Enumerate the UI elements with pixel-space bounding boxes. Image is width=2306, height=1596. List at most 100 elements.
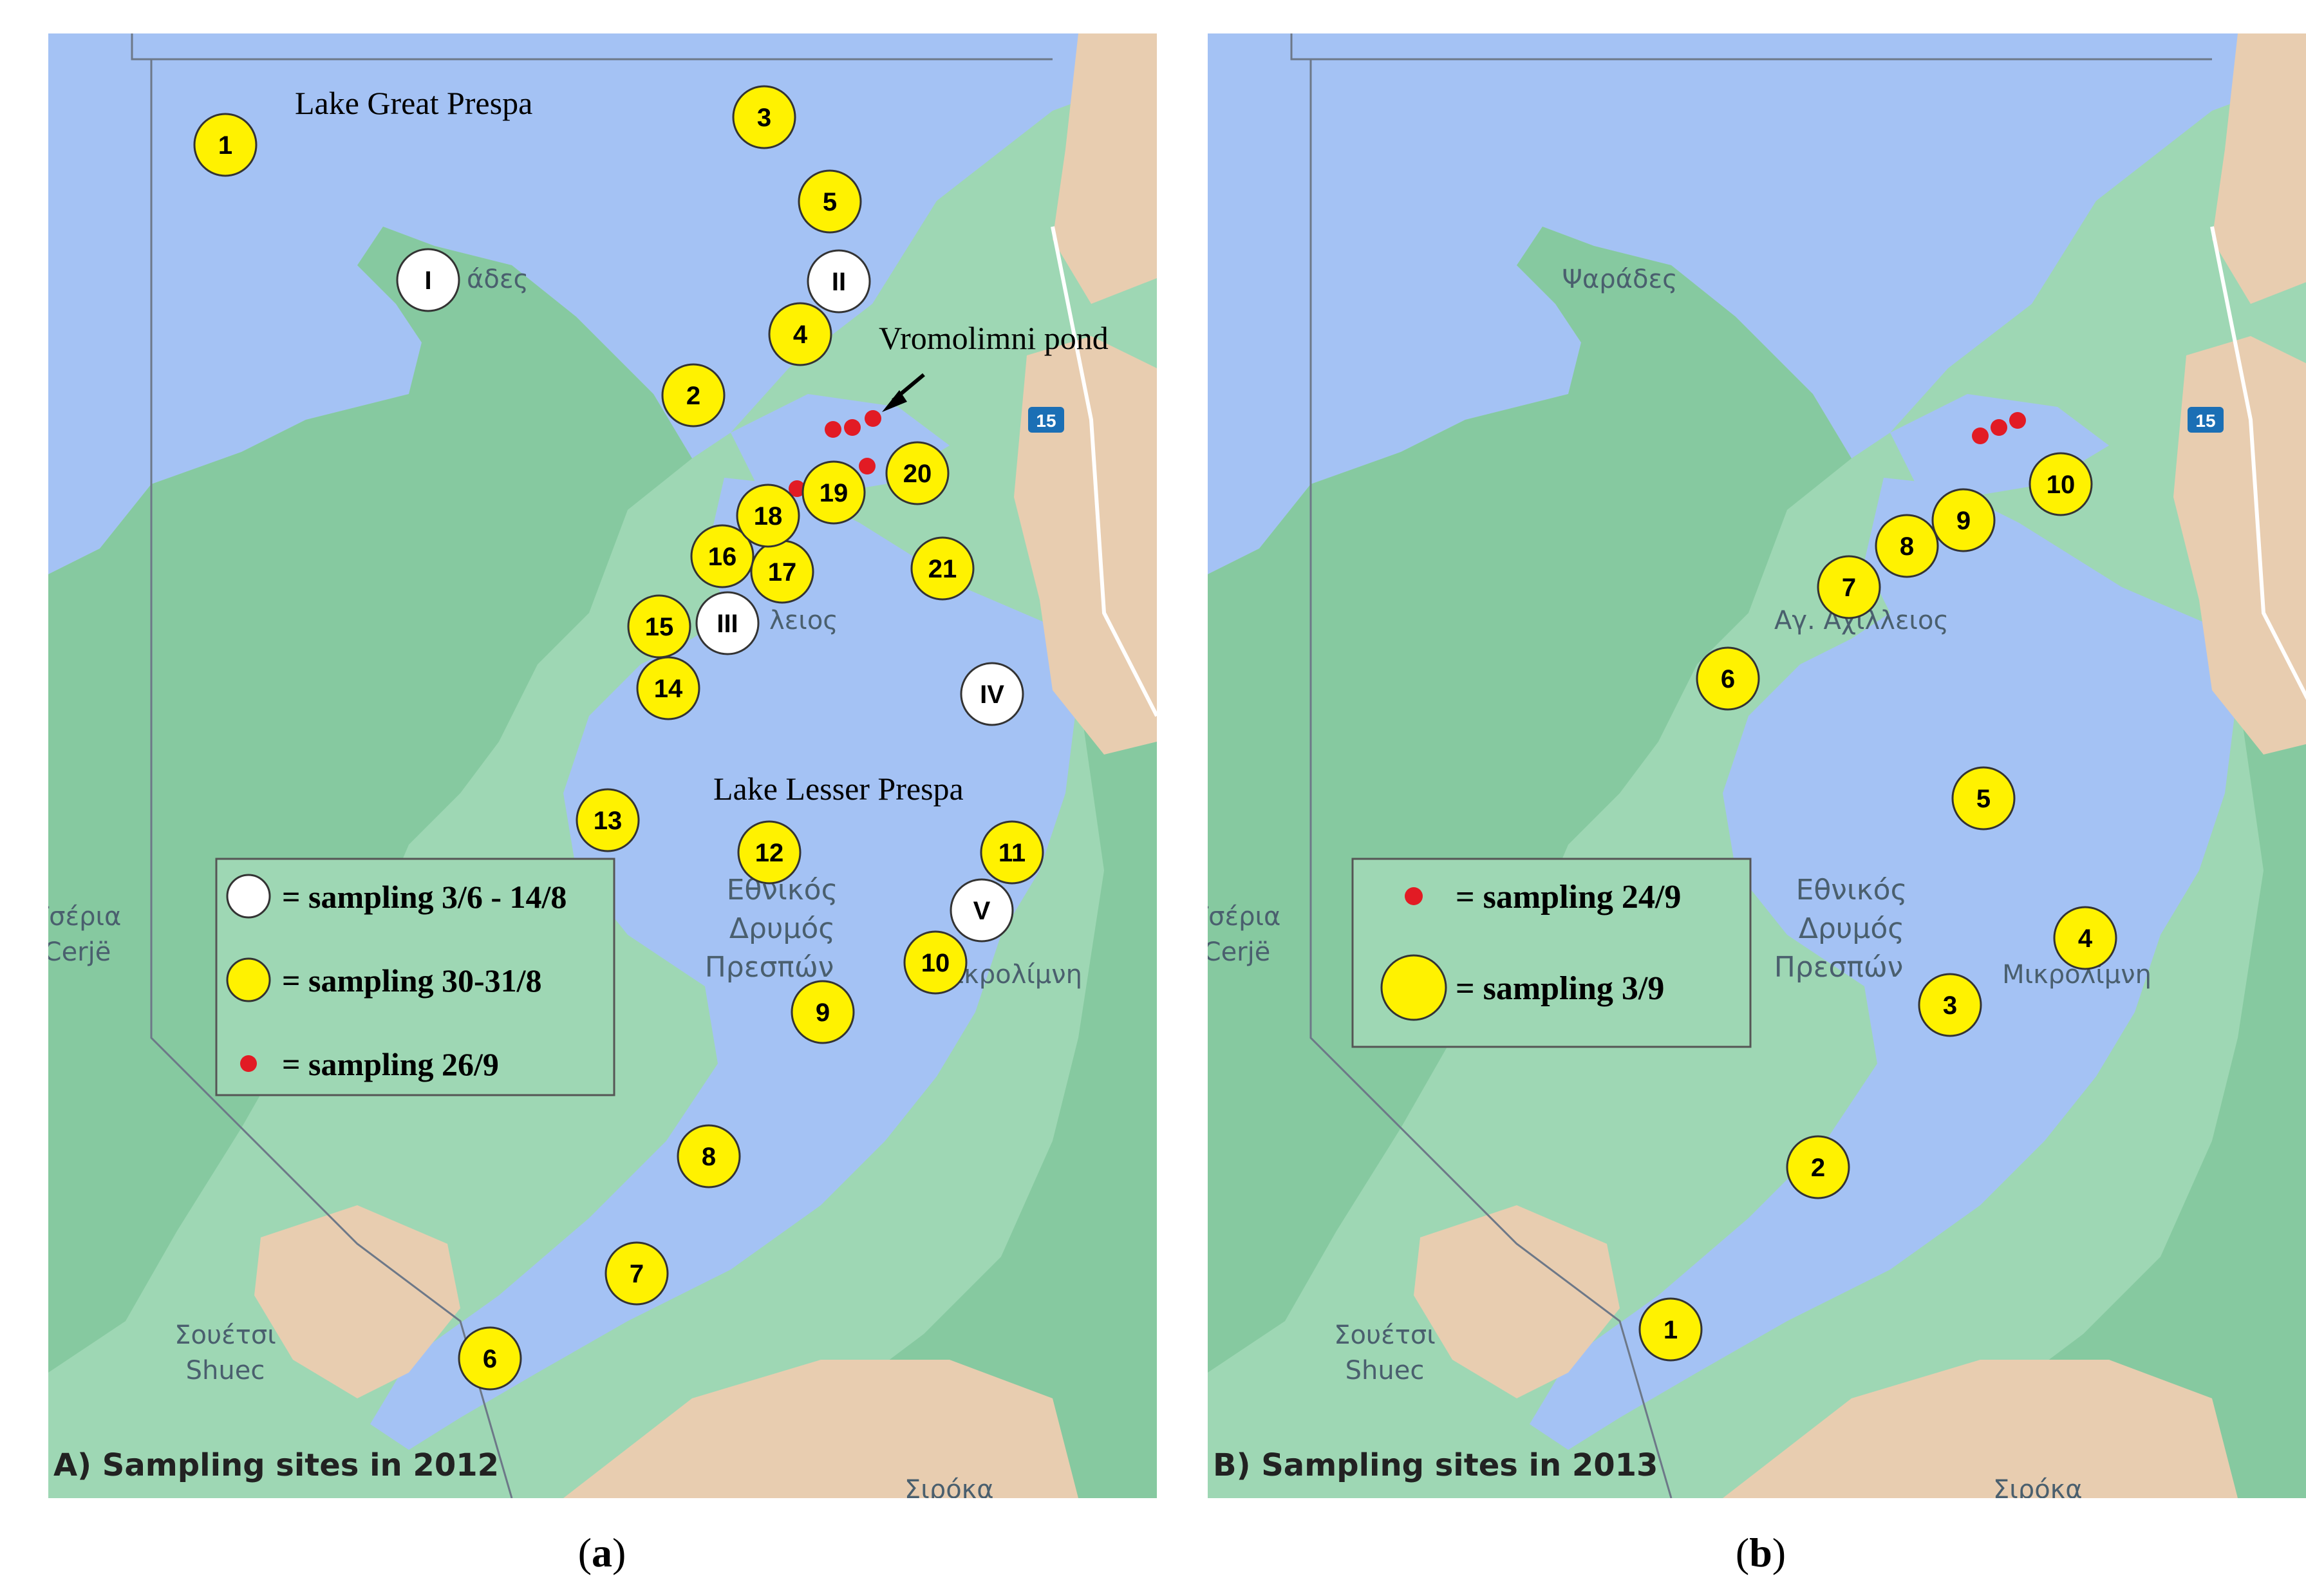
pond-dots-2012: [789, 410, 881, 497]
site-marker-2-circle: [1786, 1135, 1850, 1199]
site-marker-IV: IV: [960, 662, 1024, 726]
site-marker-6-circle: [1696, 646, 1760, 711]
legend-yellow-marker: [226, 957, 271, 1002]
site-marker-6-circle: [458, 1326, 522, 1391]
lake-lesser-prespa-water: [1530, 478, 2238, 1450]
cerje-label: Cerjë: [48, 937, 111, 967]
shuec-label: Shuec: [186, 1356, 265, 1385]
pond-dots-2013: [1972, 412, 2026, 444]
forest-area-west: [1208, 227, 1851, 1373]
site-marker-10-circle: [903, 930, 968, 995]
site-marker-21: 21: [910, 536, 975, 601]
site-marker-16-label: 16: [708, 543, 737, 571]
sand-area-northeast: [2212, 33, 2306, 304]
site-marker-5-label: 5: [823, 188, 837, 216]
site-marker-5: 5: [1951, 766, 2016, 831]
site-marker-12-label: 12: [755, 839, 784, 867]
site-marker-5-circle: [798, 169, 862, 234]
site-marker-V-circle: [950, 878, 1014, 943]
site-marker-7-label: 7: [1842, 574, 1856, 602]
sand-area-south: [1723, 1360, 2238, 1498]
site-marker-3-circle: [1918, 973, 1982, 1037]
soueitsi-label: Σουέτσι: [174, 1320, 276, 1350]
road-badge-label: 15: [2195, 411, 2215, 431]
map-panel-a: 15 Lake Great Prespa Lake Lesser Prespa …: [48, 33, 1157, 1498]
site-marker-II-circle: [807, 249, 871, 314]
legend-yellow-label: = sampling 30-31/8: [282, 962, 542, 999]
pond-dot-2: [844, 419, 861, 436]
sand-area-southwest: [254, 1205, 460, 1398]
border-line-north: [1290, 33, 2212, 61]
site-marker-11-label: 11: [998, 839, 1026, 867]
site-marker-V-label: V: [973, 897, 991, 925]
site-marker-8-circle: [677, 1124, 741, 1188]
site-marker-5-label: 5: [1976, 785, 1991, 813]
site-marker-6-label: 6: [1721, 665, 1735, 693]
site-marker-1-circle: [1638, 1297, 1703, 1362]
site-marker-7: 7: [605, 1241, 669, 1306]
site-marker-2: 2: [661, 363, 726, 427]
site-marker-17: 17: [750, 540, 814, 604]
site-marker-I: I: [396, 248, 460, 312]
site-marker-1-label: 1: [1664, 1316, 1678, 1344]
site-marker-4: 4: [768, 302, 832, 366]
forest-area-east: [756, 664, 1157, 1498]
site-marker-12-circle: [737, 820, 801, 885]
caption-a: (a): [577, 1530, 626, 1575]
site-marker-15: 15: [627, 594, 691, 659]
site-marker-6: 6: [1696, 646, 1760, 711]
tseria-label: Τσέρια: [1208, 902, 1280, 932]
site-marker-10-label: 10: [2047, 471, 2076, 499]
panel-a-title: A) Sampling sites in 2012: [53, 1447, 499, 1483]
site-marker-8: 8: [1875, 514, 1939, 578]
sand-area-southwest: [1414, 1205, 1620, 1398]
site-marker-18-circle: [736, 483, 800, 548]
site-marker-14-label: 14: [654, 675, 683, 703]
site-marker-11-circle: [980, 820, 1044, 885]
legend-white-marker: [226, 874, 271, 919]
site-marker-14-circle: [636, 656, 700, 720]
site-marker-13-circle: [576, 788, 640, 852]
panel-b-title: B) Sampling sites in 2013: [1213, 1447, 1658, 1483]
site-marker-IV-label: IV: [980, 681, 1004, 709]
legend-red-label: = sampling 24/9: [1456, 879, 1681, 915]
site-marker-I-circle: [396, 248, 460, 312]
site-marker-19: 19: [801, 460, 866, 525]
site-marker-16-circle: [690, 524, 755, 588]
site-marker-6: 6: [458, 1326, 522, 1391]
map-b-svg: 15 Ψαράδες Αγ. Αχίλλειος Εθνικός Δρυμός …: [1208, 33, 2306, 1498]
site-marker-II-label: II: [832, 268, 846, 296]
site-marker-1: 1: [1638, 1297, 1703, 1362]
site-marker-10-label: 10: [921, 949, 950, 977]
sand-area-east: [2173, 336, 2306, 755]
site-marker-16: 16: [690, 524, 755, 588]
site-marker-15-circle: [627, 594, 691, 659]
site-marker-3-circle: [732, 85, 796, 149]
site-marker-V: V: [950, 878, 1014, 943]
psarades-label: Ψαράδες: [1562, 265, 1677, 294]
siroka-label: Σιρόκα: [905, 1475, 994, 1498]
siroka-label: Σιρόκα: [1993, 1475, 2083, 1498]
legend-red-label: = sampling 26/9: [282, 1046, 499, 1082]
site-marker-I-label: I: [424, 267, 431, 295]
site-marker-20-circle: [885, 441, 950, 505]
site-marker-9-label: 9: [1956, 507, 1971, 535]
site-marker-II: II: [807, 249, 871, 314]
lake-great-prespa-water: [1208, 33, 2306, 574]
map-panel-b: 15 Ψαράδες Αγ. Αχίλλειος Εθνικός Δρυμός …: [1208, 33, 2306, 1498]
site-marker-4-label: 4: [2078, 925, 2093, 953]
drymos-label: Δρυμός: [729, 912, 835, 945]
road-badge-label: 15: [1036, 411, 1056, 431]
site-marker-6-label: 6: [483, 1345, 497, 1373]
legend-white-label: = sampling 3/6 - 14/8: [282, 879, 567, 915]
site-marker-18: 18: [736, 483, 800, 548]
site-marker-3: 3: [732, 85, 796, 149]
pond-arrow-head: [882, 390, 907, 412]
road-badge: [1028, 407, 1064, 433]
pond-dot-5: [789, 480, 805, 497]
legend-yellow-label: = sampling 3/9: [1456, 970, 1664, 1007]
site-marker-7-circle: [605, 1241, 669, 1306]
site-marker-20: 20: [885, 441, 950, 505]
pond-dot-1: [1972, 427, 1989, 444]
site-marker-4-circle: [768, 302, 832, 366]
